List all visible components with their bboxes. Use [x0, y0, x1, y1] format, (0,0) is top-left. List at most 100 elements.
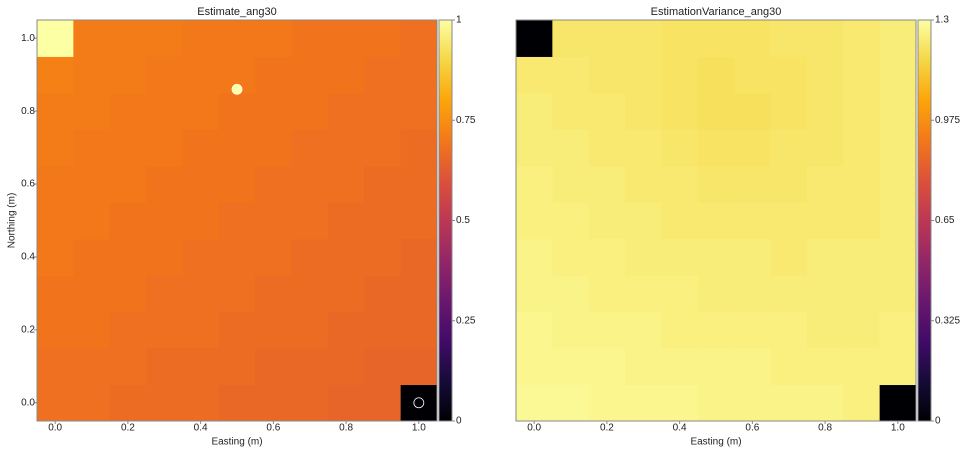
x-tick-label: 0.8	[818, 423, 832, 434]
heatmap-cell	[73, 202, 111, 240]
heatmap-cell	[879, 129, 917, 167]
y-tick-label: 0.0	[21, 397, 35, 408]
x-tick-label: 0.4	[194, 423, 208, 434]
heatmap-cell	[516, 348, 553, 386]
heatmap-cell	[291, 275, 329, 313]
heatmap-cell	[146, 20, 183, 57]
heatmap-cell	[218, 92, 256, 130]
heatmap-cell	[770, 238, 808, 276]
heatmap-cell	[73, 20, 111, 57]
x-axis-label: Easting (m)	[690, 437, 741, 448]
heatmap-cell	[109, 92, 147, 130]
heatmap-cell	[146, 165, 183, 203]
heatmap-cell	[697, 348, 735, 386]
heatmap-cell	[806, 275, 844, 313]
heatmap-cell	[879, 56, 917, 94]
heatmap-cell	[588, 165, 626, 203]
plot-frame	[36, 19, 438, 422]
heatmap-cell	[218, 348, 256, 386]
heatmap-cell	[625, 20, 662, 57]
heatmap-cell	[73, 165, 111, 203]
heatmap-cell	[218, 165, 256, 203]
heatmap-cell	[291, 311, 329, 349]
heatmap-cell	[625, 165, 662, 203]
heatmap-cell	[182, 238, 220, 276]
heatmap-cell	[37, 275, 74, 313]
heatmap-cell	[73, 348, 111, 386]
heatmap-cell	[552, 20, 590, 57]
heatmap-cell	[734, 92, 772, 130]
heatmap-cell	[588, 56, 626, 94]
heatmap-cell	[182, 20, 220, 57]
heatmap-cell	[400, 20, 438, 57]
heatmap-cell	[806, 129, 844, 167]
heatmap-cell	[327, 384, 365, 422]
heatmap-cell	[109, 165, 147, 203]
heatmap-cell	[697, 92, 735, 130]
heatmap-cell	[806, 348, 844, 386]
heatmap-cell	[843, 92, 881, 130]
colorbar	[917, 19, 932, 422]
heatmap-cell	[37, 165, 74, 203]
heatmap-cell	[37, 384, 74, 422]
heatmap-cell	[327, 20, 365, 57]
heatmap-cell	[661, 275, 699, 313]
colorbar-tick-label: 0.325	[935, 315, 960, 326]
colorbar-tick-label: 0.25	[456, 315, 476, 326]
heatmap-cell	[661, 92, 699, 130]
heatmap-cell	[327, 56, 365, 94]
heatmap-cell	[364, 384, 402, 422]
heatmap-cell	[588, 129, 626, 167]
heatmap-cell	[625, 275, 662, 313]
heatmap-cell	[400, 202, 438, 240]
heatmap-cell	[588, 275, 626, 313]
heatmap-cell	[770, 311, 808, 349]
heatmap-cell	[109, 202, 147, 240]
heatmap-cell	[697, 275, 735, 313]
heatmap-cell	[73, 238, 111, 276]
heatmap-cell	[146, 92, 183, 130]
heatmap-cell	[109, 56, 147, 94]
heatmap-cell	[770, 202, 808, 240]
y-tick-label: 0.8	[21, 106, 35, 117]
x-tick-label: 0.8	[339, 423, 353, 434]
heatmap-cell	[255, 275, 293, 313]
heatmap-cell	[879, 348, 917, 386]
heatmap-cell	[255, 20, 293, 57]
heatmap-cell	[625, 311, 662, 349]
heatmap-cell	[734, 238, 772, 276]
heatmap-cell	[661, 202, 699, 240]
heatmap-cell	[327, 275, 365, 313]
heatmap-cell	[552, 384, 590, 422]
heatmap-cell	[73, 311, 111, 349]
heatmap-cell	[879, 165, 917, 203]
heatmap-cell	[37, 311, 74, 349]
heatmap-cell	[661, 165, 699, 203]
y-tick-label: 0.2	[21, 325, 35, 336]
heatmap-cell	[218, 20, 256, 57]
heatmap-cell	[552, 202, 590, 240]
heatmap-cell	[37, 238, 74, 276]
colorbar-tick-label: 0.65	[935, 215, 955, 226]
heatmap-cell	[364, 165, 402, 203]
heatmap-cell	[734, 311, 772, 349]
heatmap-cell	[37, 348, 74, 386]
heatmap-cell	[552, 275, 590, 313]
heatmap-cell	[182, 311, 220, 349]
heatmap-cell	[625, 384, 662, 422]
heatmap-cell	[734, 202, 772, 240]
heatmap-cell	[734, 129, 772, 167]
heatmap-cell	[255, 129, 293, 167]
heatmap-cell	[255, 202, 293, 240]
heatmap-cell	[806, 384, 844, 422]
heatmap-cell	[625, 238, 662, 276]
heatmap-cell	[146, 348, 183, 386]
heatmap-cell	[552, 129, 590, 167]
heatmap-cell	[255, 92, 293, 130]
heatmap-cell	[109, 129, 147, 167]
heatmap-cell	[588, 311, 626, 349]
heatmap-cell	[770, 92, 808, 130]
chart-title: EstimationVariance_ang30	[651, 6, 782, 18]
heatmap-cell	[291, 238, 329, 276]
